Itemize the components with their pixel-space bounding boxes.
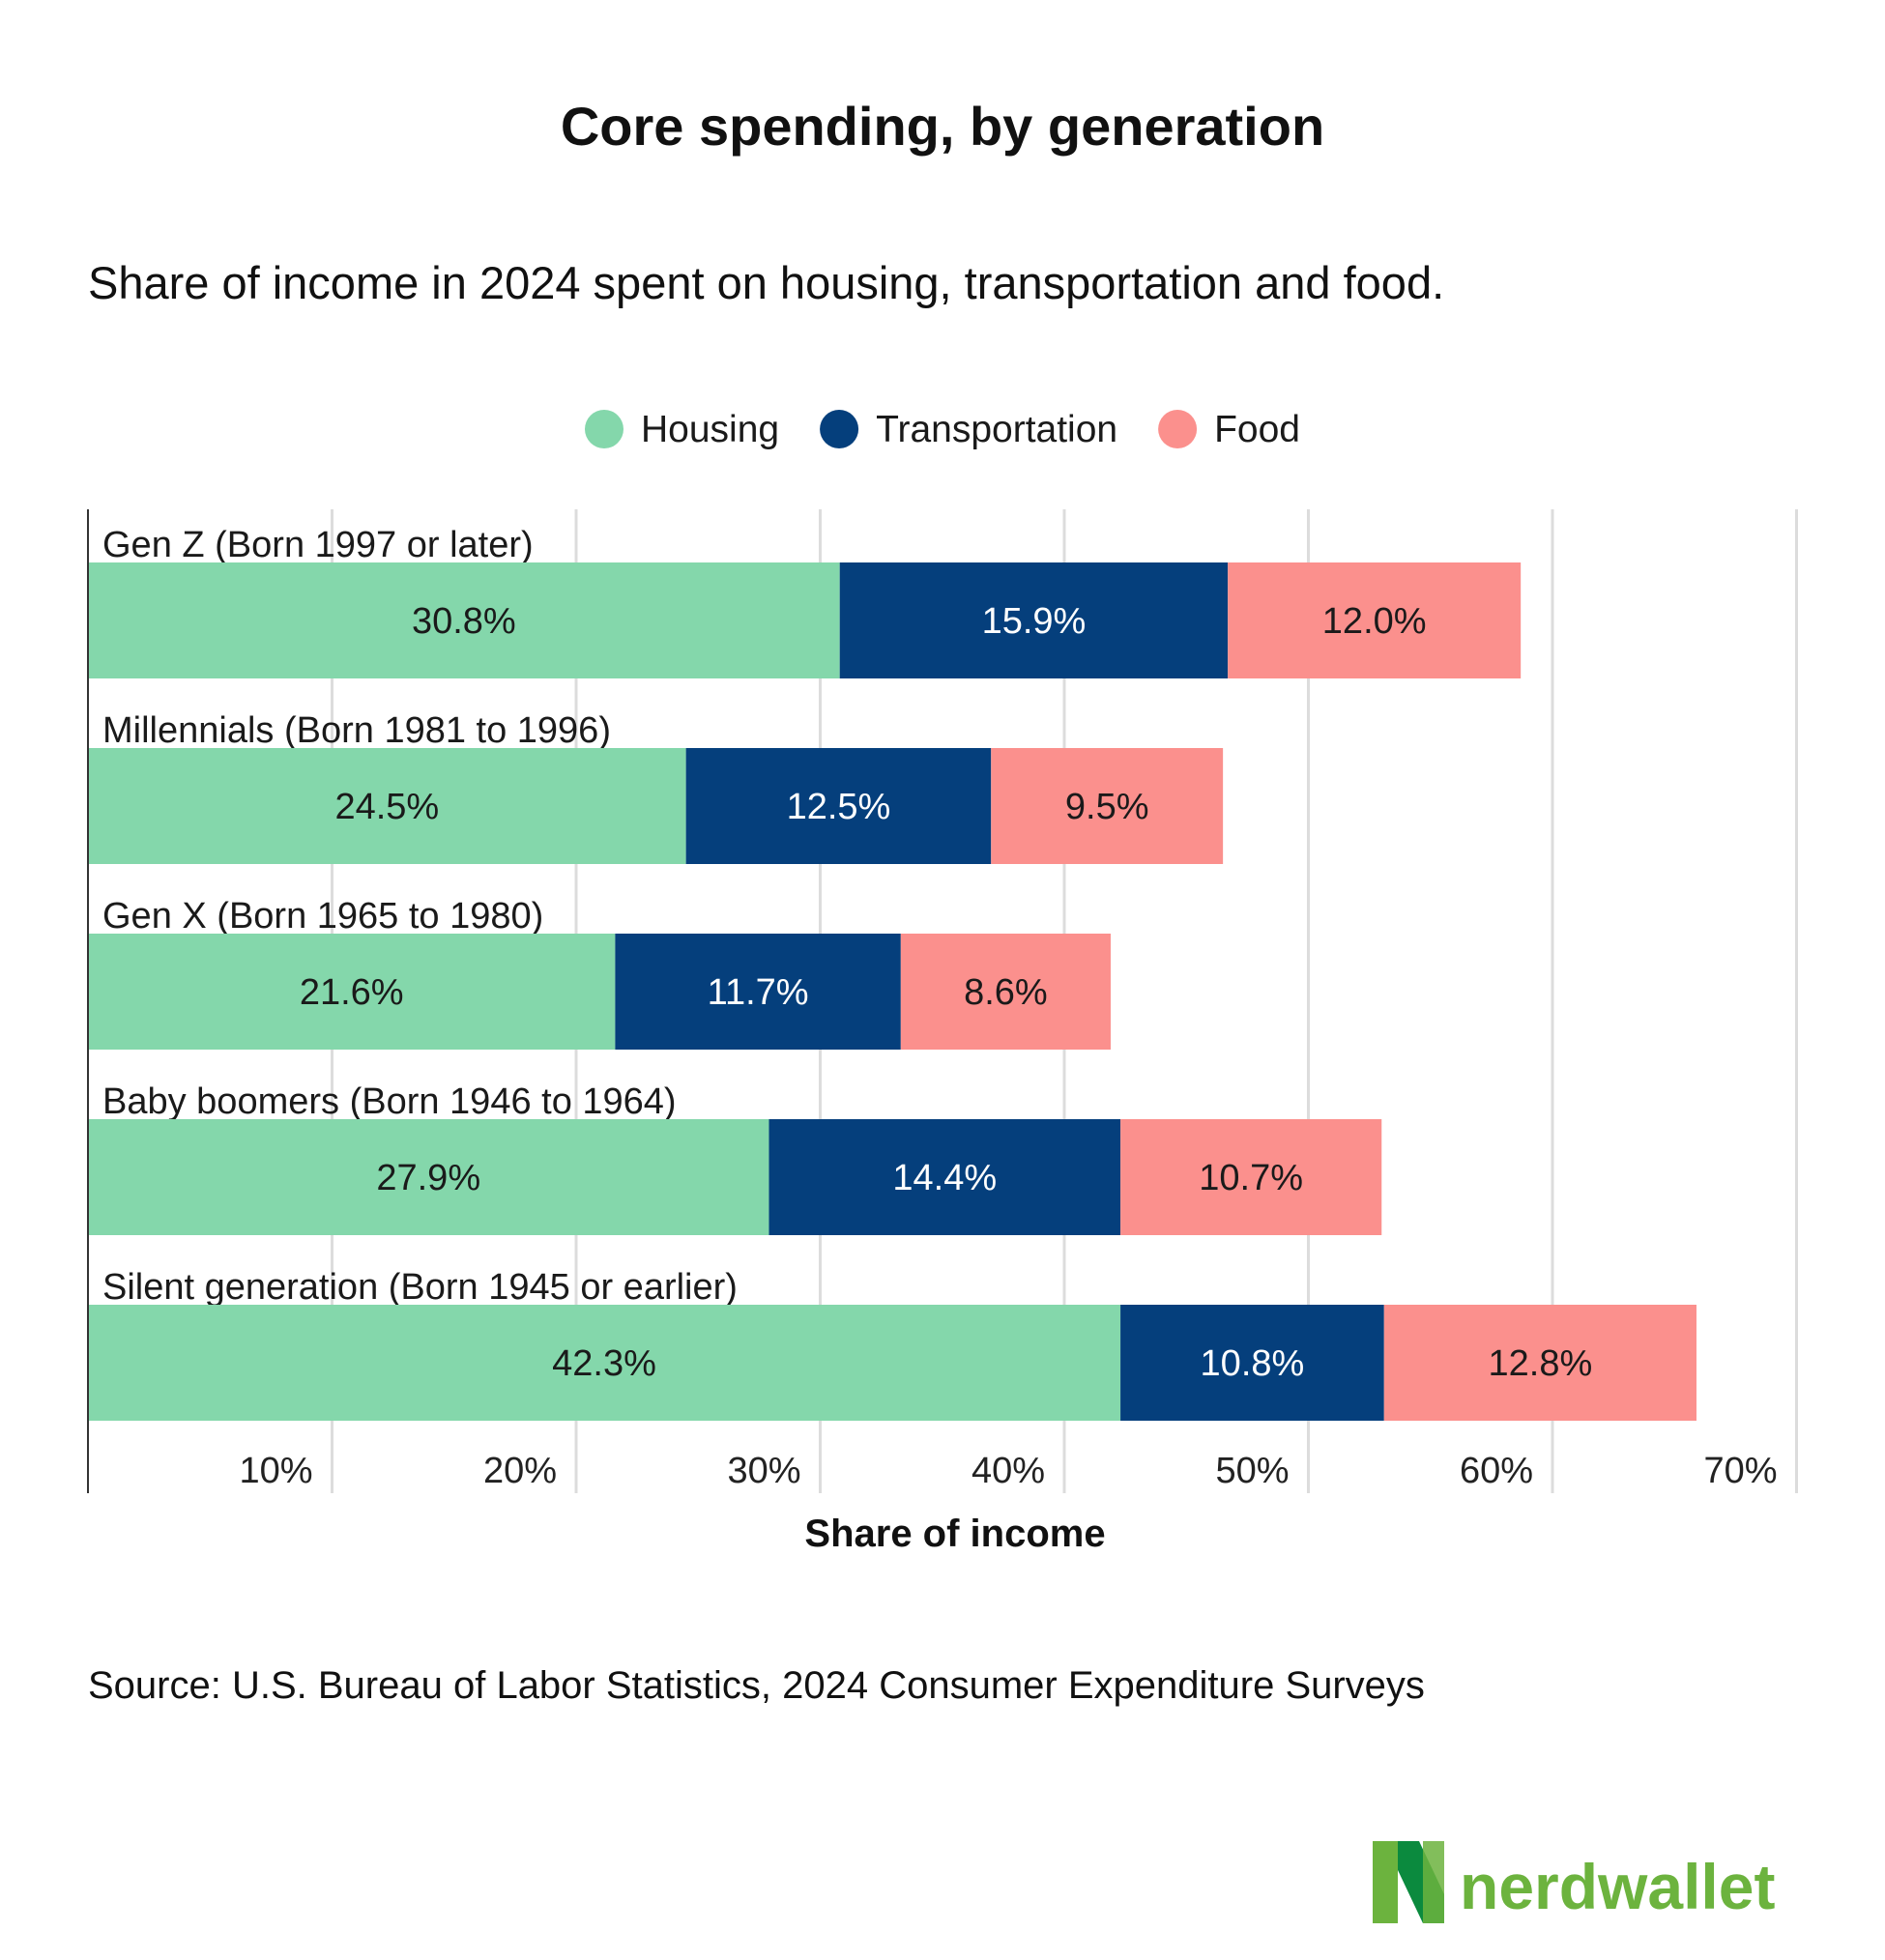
data-label: 12.8%: [1489, 1343, 1593, 1384]
bar-segment-food: [1228, 562, 1522, 678]
bar-segment-transportation: [1120, 1305, 1384, 1421]
bar-segment-housing: [88, 748, 686, 864]
data-label: 30.8%: [412, 601, 516, 642]
bar-segment-housing: [88, 934, 616, 1050]
x-tick-label: 60%: [1460, 1451, 1533, 1491]
data-label: 11.7%: [708, 972, 809, 1013]
chart-subtitle: Share of income in 2024 spent on housing…: [88, 257, 1445, 308]
nerdwallet-wordmark: nerdwallet: [1460, 1851, 1775, 1922]
bars: Gen Z (Born 1997 or later) 30.8% 15.9% 12.0…: [88, 525, 1696, 1421]
legend-swatch-food: [1158, 410, 1198, 448]
nerdwallet-logo: nerdwallet: [1373, 1841, 1775, 1923]
x-tick-label: 20%: [483, 1451, 557, 1491]
data-label: 12.0%: [1322, 601, 1427, 642]
x-tick-label: 30%: [727, 1451, 800, 1491]
category-label: Millennials (Born 1981 to 1996): [102, 710, 611, 751]
category-label: Silent generation (Born 1945 or earlier): [102, 1267, 738, 1308]
legend-label: Transportation: [876, 409, 1117, 450]
data-label: 8.6%: [964, 972, 1048, 1013]
category-label: Baby boomers (Born 1946 to 1964): [102, 1081, 677, 1122]
x-axis-ticks: 10% 20% 30% 40% 50% 60% 70%: [239, 1451, 1777, 1491]
x-tick-label: 40%: [972, 1451, 1045, 1491]
x-tick-label: 70%: [1703, 1451, 1777, 1491]
data-label: 10.7%: [1199, 1158, 1303, 1198]
bar-segment-transportation: [839, 562, 1229, 678]
legend-swatch-transportation: [820, 410, 859, 448]
data-label: 42.3%: [552, 1343, 656, 1384]
legend-label: Housing: [641, 409, 779, 450]
category-label: Gen X (Born 1965 to 1980): [102, 896, 543, 937]
bar-segment-housing: [88, 1305, 1121, 1421]
legend: Housing Transportation Food: [584, 409, 1300, 450]
data-label: 14.4%: [892, 1158, 997, 1198]
bar-segment-transportation: [615, 934, 901, 1050]
x-axis-label: Share of income: [804, 1513, 1105, 1555]
bar-segment-food: [991, 748, 1224, 864]
x-tick-label: 10%: [239, 1451, 312, 1491]
nerdwallet-mark-icon: [1373, 1841, 1444, 1923]
data-label: 15.9%: [982, 601, 1087, 642]
data-label: 24.5%: [334, 787, 439, 827]
data-label: 12.5%: [787, 787, 891, 827]
bar-segment-food: [1120, 1119, 1382, 1235]
bar-segment-transportation: [685, 748, 992, 864]
data-label: 10.8%: [1201, 1343, 1305, 1384]
chart-title: Core spending, by generation: [560, 96, 1325, 157]
chart: Housing Transportation Food Gen Z (Born 19…: [87, 409, 1798, 1555]
category-label: Gen Z (Born 1997 or later): [102, 525, 534, 565]
bar-segment-food: [1383, 1305, 1696, 1421]
bar-segment-housing: [88, 562, 840, 678]
legend-label: Food: [1214, 409, 1300, 450]
data-label: 21.6%: [300, 972, 404, 1013]
bar-segment-transportation: [768, 1119, 1121, 1235]
bar-segment-food: [900, 934, 1111, 1050]
legend-swatch-housing: [584, 410, 624, 448]
bar-segment-housing: [88, 1119, 769, 1235]
data-label: 27.9%: [376, 1158, 480, 1198]
data-label: 9.5%: [1065, 787, 1149, 827]
source-note: Source: U.S. Bureau of Labor Statistics,…: [88, 1664, 1425, 1707]
x-tick-label: 50%: [1215, 1451, 1289, 1491]
